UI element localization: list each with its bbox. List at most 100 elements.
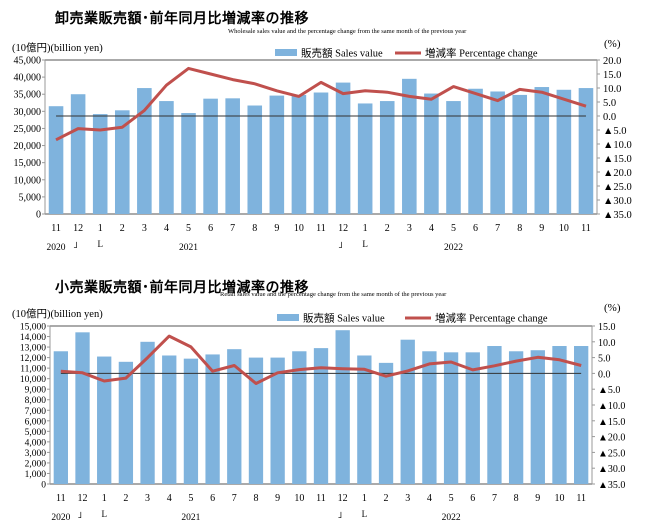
left-tick-label: 25,000 bbox=[14, 124, 42, 135]
bar bbox=[530, 350, 545, 484]
bar bbox=[402, 78, 417, 214]
left-tick-label: 6,000 bbox=[25, 417, 47, 427]
bar bbox=[248, 357, 264, 484]
x-tick-label: 5 bbox=[188, 493, 193, 504]
year-label: 2022 bbox=[444, 243, 463, 253]
x-tick-label: 11 bbox=[316, 223, 326, 234]
legend-line-label: 増減率 Percentage change bbox=[425, 47, 538, 60]
x-tick-label: 2 bbox=[385, 223, 390, 234]
right-tick-label: ▲30.0 bbox=[598, 464, 625, 475]
x-tick-label: 4 bbox=[429, 223, 434, 234]
left-tick-label: 8,000 bbox=[25, 396, 47, 406]
bar bbox=[183, 358, 199, 484]
left-tick-label: 3,000 bbox=[25, 449, 47, 459]
x-tick-label: 1 bbox=[98, 223, 103, 234]
x-tick-label: 8 bbox=[253, 493, 258, 504]
bar bbox=[578, 88, 594, 214]
bar bbox=[313, 92, 329, 214]
year-label: 2021 bbox=[179, 243, 198, 253]
x-tick-label: 5 bbox=[451, 223, 456, 234]
bar bbox=[424, 93, 439, 214]
year-break-mark: L bbox=[97, 239, 103, 249]
left-tick-label: 35,000 bbox=[14, 90, 42, 101]
bar bbox=[556, 89, 572, 214]
bar bbox=[118, 361, 134, 484]
bar bbox=[313, 348, 329, 484]
bar bbox=[53, 351, 68, 484]
x-tick-label: 10 bbox=[294, 493, 304, 504]
x-tick-label: 11 bbox=[51, 223, 61, 234]
right-axis-unit: (%) bbox=[604, 302, 621, 314]
bar bbox=[443, 352, 459, 484]
left-tick-label: 12,000 bbox=[20, 354, 46, 364]
x-tick-label: 8 bbox=[252, 223, 257, 234]
x-tick-label: 9 bbox=[539, 223, 544, 234]
x-tick-label: 4 bbox=[427, 493, 432, 504]
left-tick-label: 30,000 bbox=[14, 107, 42, 118]
year-label: 2020 bbox=[47, 243, 66, 253]
bar bbox=[227, 349, 242, 484]
left-tick-label: 13,000 bbox=[20, 344, 46, 354]
bar bbox=[270, 357, 285, 484]
x-tick-label: 10 bbox=[294, 223, 304, 234]
bar bbox=[162, 355, 177, 484]
bar bbox=[225, 98, 240, 214]
year-break-mark: 」 bbox=[339, 239, 348, 249]
year-break-mark: 」 bbox=[338, 509, 347, 519]
x-tick-label: 12 bbox=[78, 493, 88, 504]
bar bbox=[205, 354, 220, 484]
left-tick-label: 5,000 bbox=[25, 428, 47, 438]
x-tick-label: 2 bbox=[384, 493, 389, 504]
x-tick-label: 1 bbox=[102, 493, 107, 504]
year-break-mark: L bbox=[362, 239, 368, 249]
x-tick-label: 2 bbox=[120, 223, 125, 234]
right-tick-label: 5.0 bbox=[603, 98, 616, 109]
left-tick-label: 10,000 bbox=[14, 175, 42, 186]
right-tick-label: ▲35.0 bbox=[598, 480, 625, 491]
right-tick-label: ▲5.0 bbox=[598, 385, 620, 396]
bar bbox=[203, 98, 218, 214]
bar bbox=[508, 351, 524, 484]
x-tick-label: 3 bbox=[142, 223, 147, 234]
bar bbox=[181, 113, 196, 214]
x-tick-label: 1 bbox=[363, 223, 368, 234]
left-tick-label: 14,000 bbox=[20, 333, 46, 343]
x-tick-label: 8 bbox=[514, 493, 519, 504]
x-tick-label: 10 bbox=[554, 493, 564, 504]
wholesale-chart: 卸売業販売額･前年同月比増減率の推移 Wholesale sales value… bbox=[0, 0, 650, 262]
right-tick-label: ▲25.0 bbox=[603, 182, 632, 193]
right-tick-label: ▲25.0 bbox=[598, 448, 625, 459]
retail-plot: 01,0002,0003,0004,0005,0006,0007,0008,00… bbox=[20, 312, 626, 524]
year-label: 2020 bbox=[51, 513, 70, 523]
left-axis-unit: (10億円)(billion yen) bbox=[12, 309, 103, 320]
x-tick-label: 7 bbox=[495, 223, 500, 234]
x-tick-label: 9 bbox=[274, 223, 279, 234]
left-axis-unit: (10億円)(billion yen) bbox=[12, 43, 103, 54]
wholesale-plot: 0 5,000 10,000 15,000 20,000 25,000 30,000 35,0… bbox=[14, 47, 632, 254]
year-label: 2022 bbox=[442, 513, 461, 523]
bar bbox=[379, 101, 395, 214]
x-tick-label: 9 bbox=[535, 493, 540, 504]
left-tick-label: 0 bbox=[41, 481, 46, 491]
x-tick-label: 11 bbox=[56, 493, 66, 504]
x-tick-label: 1 bbox=[362, 493, 367, 504]
right-tick-label: ▲30.0 bbox=[603, 196, 632, 207]
bar bbox=[357, 355, 372, 484]
bar bbox=[292, 351, 307, 484]
bar bbox=[291, 94, 307, 214]
x-tick-label: 12 bbox=[338, 223, 348, 234]
bar bbox=[75, 332, 90, 484]
x-tick-label: 2 bbox=[123, 493, 128, 504]
left-tick-label: 4,000 bbox=[25, 438, 47, 448]
x-tick-label: 7 bbox=[230, 223, 235, 234]
right-tick-label: ▲15.0 bbox=[603, 154, 632, 165]
x-tick-label: 4 bbox=[167, 493, 172, 504]
bar bbox=[400, 339, 415, 484]
right-tick-label: ▲10.0 bbox=[603, 140, 632, 151]
x-tick-label: 12 bbox=[73, 223, 83, 234]
bar bbox=[490, 91, 505, 214]
year-break-mark: 」 bbox=[74, 239, 83, 249]
bar bbox=[465, 352, 480, 484]
bar bbox=[468, 88, 483, 214]
year-label: 2021 bbox=[181, 513, 200, 523]
